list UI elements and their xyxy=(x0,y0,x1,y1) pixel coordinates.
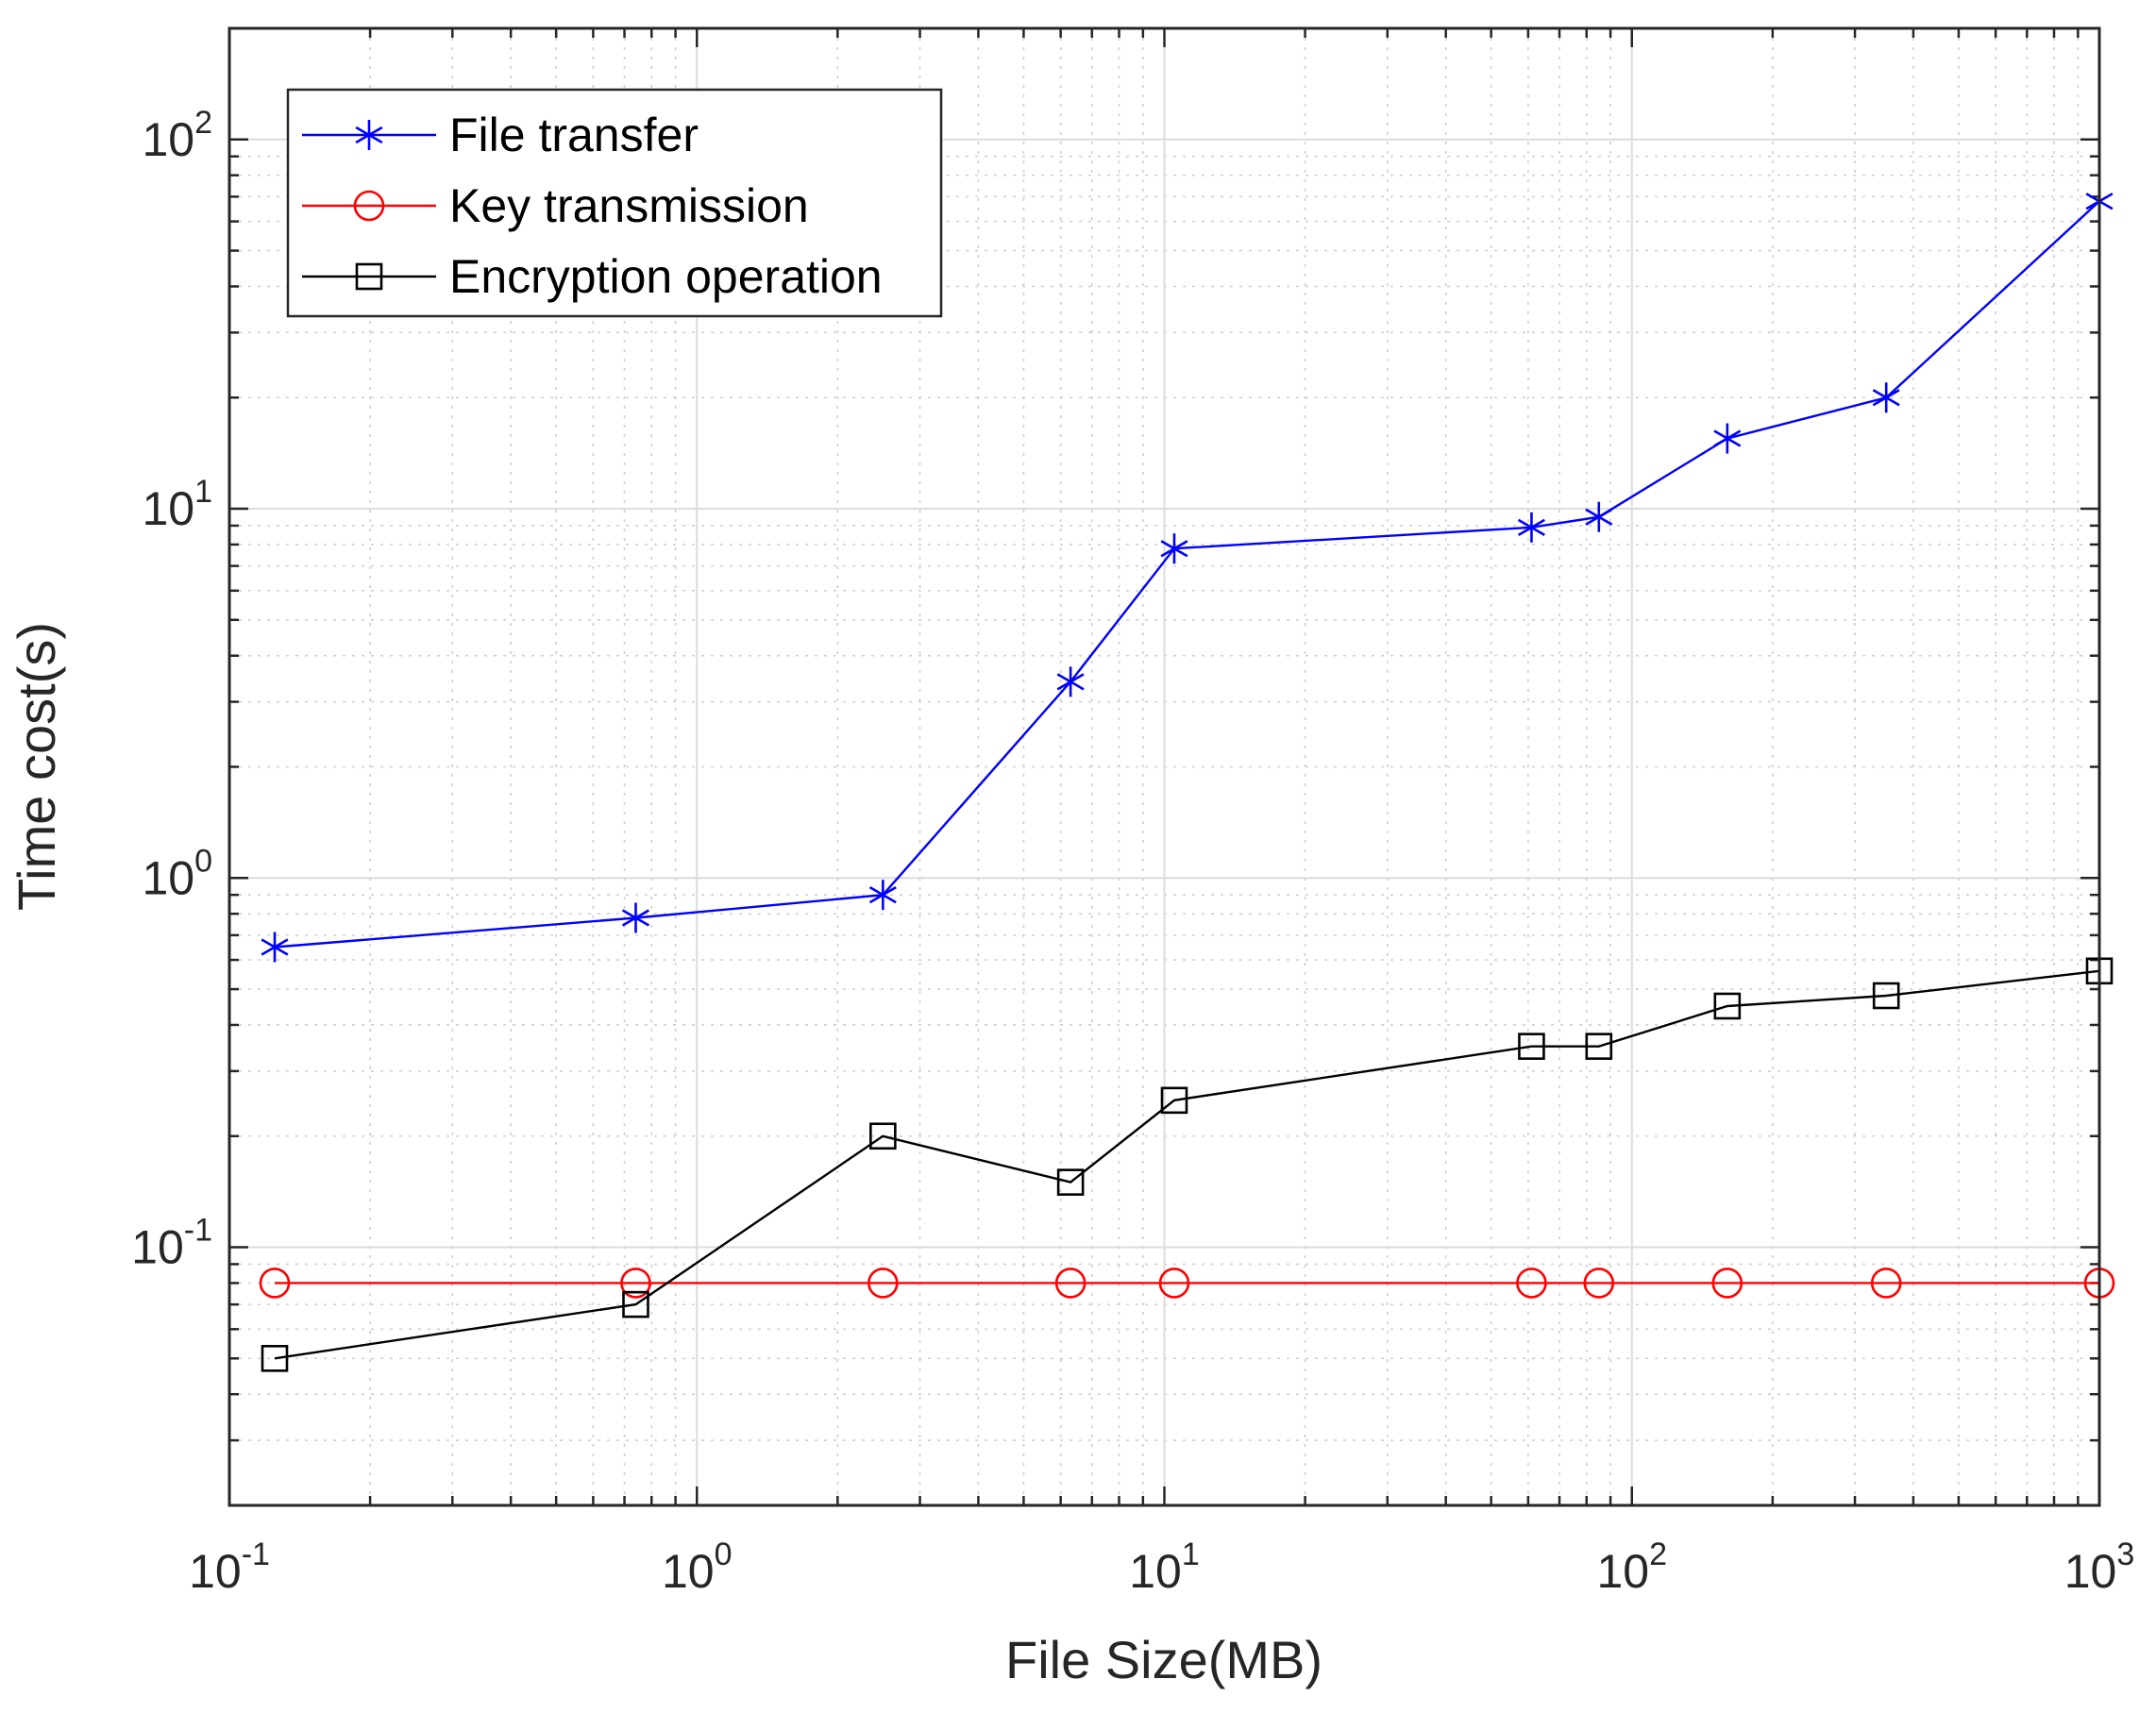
data-point-file-transfer xyxy=(261,932,289,963)
x-tick-label: 10-1 xyxy=(189,1537,270,1598)
x-tick-label-base: 10 xyxy=(662,1545,715,1598)
data-point-encryption-operation xyxy=(1160,1086,1188,1115)
x-tick-label-exponent: -1 xyxy=(242,1537,270,1572)
legend-label: Encryption operation xyxy=(449,250,883,303)
y-tick-label-exponent: -1 xyxy=(184,1213,212,1249)
x-tick-label-base: 10 xyxy=(1596,1545,1649,1598)
x-tick-label-exponent: 3 xyxy=(2116,1537,2134,1572)
data-point-encryption-operation xyxy=(1585,1033,1613,1060)
data-point-key-transmission xyxy=(1158,1268,1190,1299)
data-point-file-transfer xyxy=(1160,533,1188,564)
x-tick-labels: 10-1 100 101 102 103 xyxy=(189,1537,2134,1598)
data-point-key-transmission xyxy=(1516,1268,1547,1299)
data-point-key-transmission xyxy=(620,1268,651,1299)
series-line-encryption-operation xyxy=(274,969,2100,1360)
legend-label: Key transmission xyxy=(449,179,809,232)
y-tick-label-base: 10 xyxy=(142,482,194,535)
legend: File transfer Key transmission Encryption … xyxy=(286,88,943,318)
legend-entry-file-transfer: File transfer xyxy=(302,109,699,161)
plot-frame xyxy=(227,26,2101,1507)
series-line-file-transfer xyxy=(274,200,2100,949)
data-point-key-transmission xyxy=(1870,1268,1902,1299)
legend-marker xyxy=(355,262,383,291)
x-tick-label-base: 10 xyxy=(189,1545,242,1598)
series-encryption-operation xyxy=(261,957,2114,1372)
legend-entry-key-transmission: Key transmission xyxy=(302,179,809,232)
x-tick-label-exponent: 0 xyxy=(715,1537,733,1572)
legend-box xyxy=(286,88,943,318)
y-tick-label-base: 10 xyxy=(142,851,194,904)
x-tick-label: 100 xyxy=(662,1537,733,1598)
legend-marker xyxy=(353,190,385,222)
data-point-file-transfer xyxy=(621,902,649,933)
x-tick-label-exponent: 1 xyxy=(1182,1537,1200,1572)
data-point-file-transfer xyxy=(1585,501,1613,532)
y-tick-label: 102 xyxy=(142,105,212,166)
data-point-encryption-operation xyxy=(261,1345,289,1372)
ticks xyxy=(227,26,2101,1507)
x-axis-label: File Size(MB) xyxy=(1005,1630,1322,1689)
data-point-file-transfer xyxy=(868,880,897,911)
legend-marker xyxy=(355,120,383,150)
data-point-file-transfer xyxy=(1872,382,1900,413)
y-tick-label-base: 10 xyxy=(131,1221,184,1274)
data-point-key-transmission xyxy=(259,1268,291,1299)
data-point-file-transfer xyxy=(1517,512,1545,543)
data-point-key-transmission xyxy=(1054,1268,1086,1299)
data-point-encryption-operation xyxy=(1872,982,1900,1010)
x-tick-label-base: 10 xyxy=(2064,1545,2117,1598)
y-tick-label: 100 xyxy=(142,843,212,904)
data-point-encryption-operation xyxy=(869,1122,897,1150)
x-tick-label: 101 xyxy=(1129,1537,1200,1598)
data-point-key-transmission xyxy=(1711,1268,1743,1299)
data-point-key-transmission xyxy=(867,1268,899,1299)
y-tick-label-exponent: 1 xyxy=(194,474,212,510)
x-tick-label-exponent: 2 xyxy=(1649,1537,1667,1572)
data-point-encryption-operation xyxy=(622,1290,649,1318)
data-point-key-transmission xyxy=(1583,1268,1615,1299)
data-point-encryption-operation xyxy=(1056,1168,1085,1196)
y-tick-label-base: 10 xyxy=(142,113,194,166)
legend-label: File transfer xyxy=(449,109,699,161)
data-point-encryption-operation xyxy=(1713,992,1742,1020)
data-point-file-transfer xyxy=(1056,666,1085,697)
data-point-file-transfer xyxy=(1713,423,1742,454)
y-tick-label: 101 xyxy=(142,474,212,535)
x-tick-label: 102 xyxy=(1596,1537,1667,1598)
series-key-transmission xyxy=(259,1268,2115,1299)
data-point-encryption-operation xyxy=(1518,1033,1545,1060)
x-tick-label: 103 xyxy=(2064,1537,2135,1598)
y-tick-label-exponent: 0 xyxy=(194,843,212,879)
y-tick-label-exponent: 2 xyxy=(194,105,212,141)
y-axis-label: Time cost(s) xyxy=(7,622,66,911)
legend-entries: File transfer Key transmission Encryption … xyxy=(302,109,883,303)
x-tick-label-base: 10 xyxy=(1129,1545,1182,1598)
y-tick-label: 10-1 xyxy=(131,1213,212,1274)
legend-entry-encryption-operation: Encryption operation xyxy=(302,250,883,303)
